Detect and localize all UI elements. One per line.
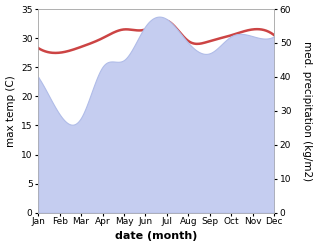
Y-axis label: med. precipitation (kg/m2): med. precipitation (kg/m2) <box>302 41 313 181</box>
X-axis label: date (month): date (month) <box>115 231 197 242</box>
Y-axis label: max temp (C): max temp (C) <box>5 75 16 147</box>
